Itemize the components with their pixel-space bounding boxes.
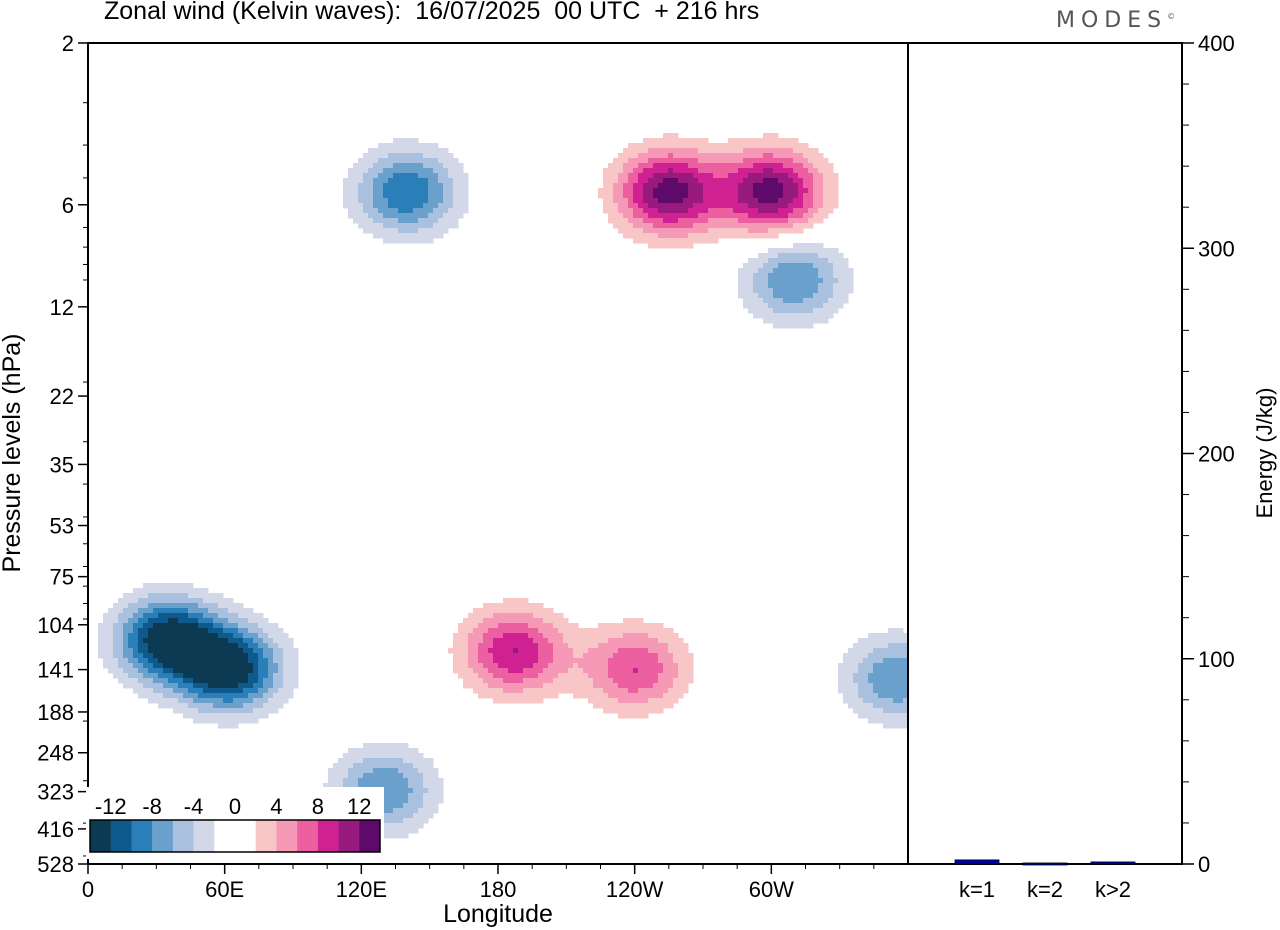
- y-tick-label: 53: [50, 514, 74, 539]
- y-tick-label: 416: [37, 817, 74, 842]
- x-axis-label: Longitude: [443, 900, 553, 928]
- colorbar-label: 12: [347, 794, 371, 819]
- colorbar: -12 -8 -4 0 4 8 12: [86, 787, 384, 859]
- energy-plot-frame: [907, 42, 1183, 865]
- x-tick-label: 120W: [606, 877, 664, 902]
- colorbar-label: 4: [270, 794, 282, 819]
- colorbar-label: -8: [142, 794, 162, 819]
- energy-category-label: k=1: [959, 877, 995, 902]
- brand-logo: MODES©: [1056, 8, 1175, 33]
- colorbar-label: -4: [184, 794, 204, 819]
- y-tick-label: 248: [37, 741, 74, 766]
- y-tick-label: 12: [50, 295, 74, 320]
- energy-axis-label: Energy (J/kg): [1252, 388, 1277, 519]
- colorbar-swatch: [214, 820, 236, 852]
- heatmap-field: [98, 133, 908, 839]
- colorbar-swatch: [338, 820, 360, 852]
- energy-bar: [1090, 861, 1136, 865]
- colorbar-swatch: [131, 820, 153, 852]
- colorbar-label: 8: [312, 794, 324, 819]
- colorbar-swatch: [359, 820, 381, 852]
- y-tick-label: 141: [37, 658, 74, 683]
- longitude-axis: 0 60E 120E 180 120W 60W: [82, 864, 875, 902]
- energy-category-label: k=2: [1027, 877, 1063, 902]
- energy-bar: [954, 859, 1000, 865]
- y-tick-label: 2: [62, 31, 74, 56]
- energy-bars: k=1 k=2 k>2: [954, 859, 1136, 902]
- colorbar-swatch: [235, 820, 257, 852]
- pressure-axis: 2 6 12 22 35 53 75 104 141 188 248 323 416 528: [37, 31, 88, 877]
- energy-category-label: k>2: [1095, 877, 1131, 902]
- y-tick-label: 104: [37, 613, 74, 638]
- colorbar-label: 0: [229, 794, 241, 819]
- y-tick-label: 75: [50, 565, 74, 590]
- energy-axis: 0 100 200 300 400: [1182, 31, 1235, 877]
- energy-tick-label: 0: [1198, 852, 1210, 877]
- energy-tick-label: 200: [1198, 442, 1235, 467]
- colorbar-swatch: [297, 820, 319, 852]
- colorbar-swatch: [110, 820, 132, 852]
- x-tick-label: 180: [480, 877, 517, 902]
- colorbar-swatch: [255, 820, 277, 852]
- x-tick-label: 60W: [749, 877, 794, 902]
- x-tick-label: 60E: [205, 877, 244, 902]
- colorbar-swatch: [90, 820, 112, 852]
- colorbar-swatch: [172, 820, 194, 852]
- energy-tick-label: 100: [1198, 647, 1235, 672]
- colorbar-swatch: [193, 820, 215, 852]
- y-tick-label: 35: [50, 452, 74, 477]
- colorbar-label: -12: [95, 794, 127, 819]
- y-tick-label: 22: [50, 384, 74, 409]
- colorbar-swatch: [276, 820, 298, 852]
- y-tick-label: 528: [37, 852, 74, 877]
- brand-mark: ©: [1167, 12, 1176, 21]
- colorbar-swatch: [152, 820, 174, 852]
- colorbar-swatch: [317, 820, 339, 852]
- energy-bar: [1022, 862, 1068, 866]
- energy-tick-label: 300: [1198, 236, 1235, 261]
- colorbar-frame: [89, 819, 381, 853]
- y-axis-label: Pressure levels (hPa): [0, 334, 26, 573]
- x-tick-label: 120E: [336, 877, 387, 902]
- x-tick-label: 0: [82, 877, 94, 902]
- y-tick-label: 6: [62, 193, 74, 218]
- brand-name: MODES: [1056, 8, 1168, 33]
- y-tick-label: 188: [37, 700, 74, 725]
- chart-title: Zonal wind (Kelvin waves): 16/07/2025 00…: [104, 0, 760, 25]
- energy-tick-label: 400: [1198, 31, 1235, 56]
- y-tick-label: 323: [37, 780, 74, 805]
